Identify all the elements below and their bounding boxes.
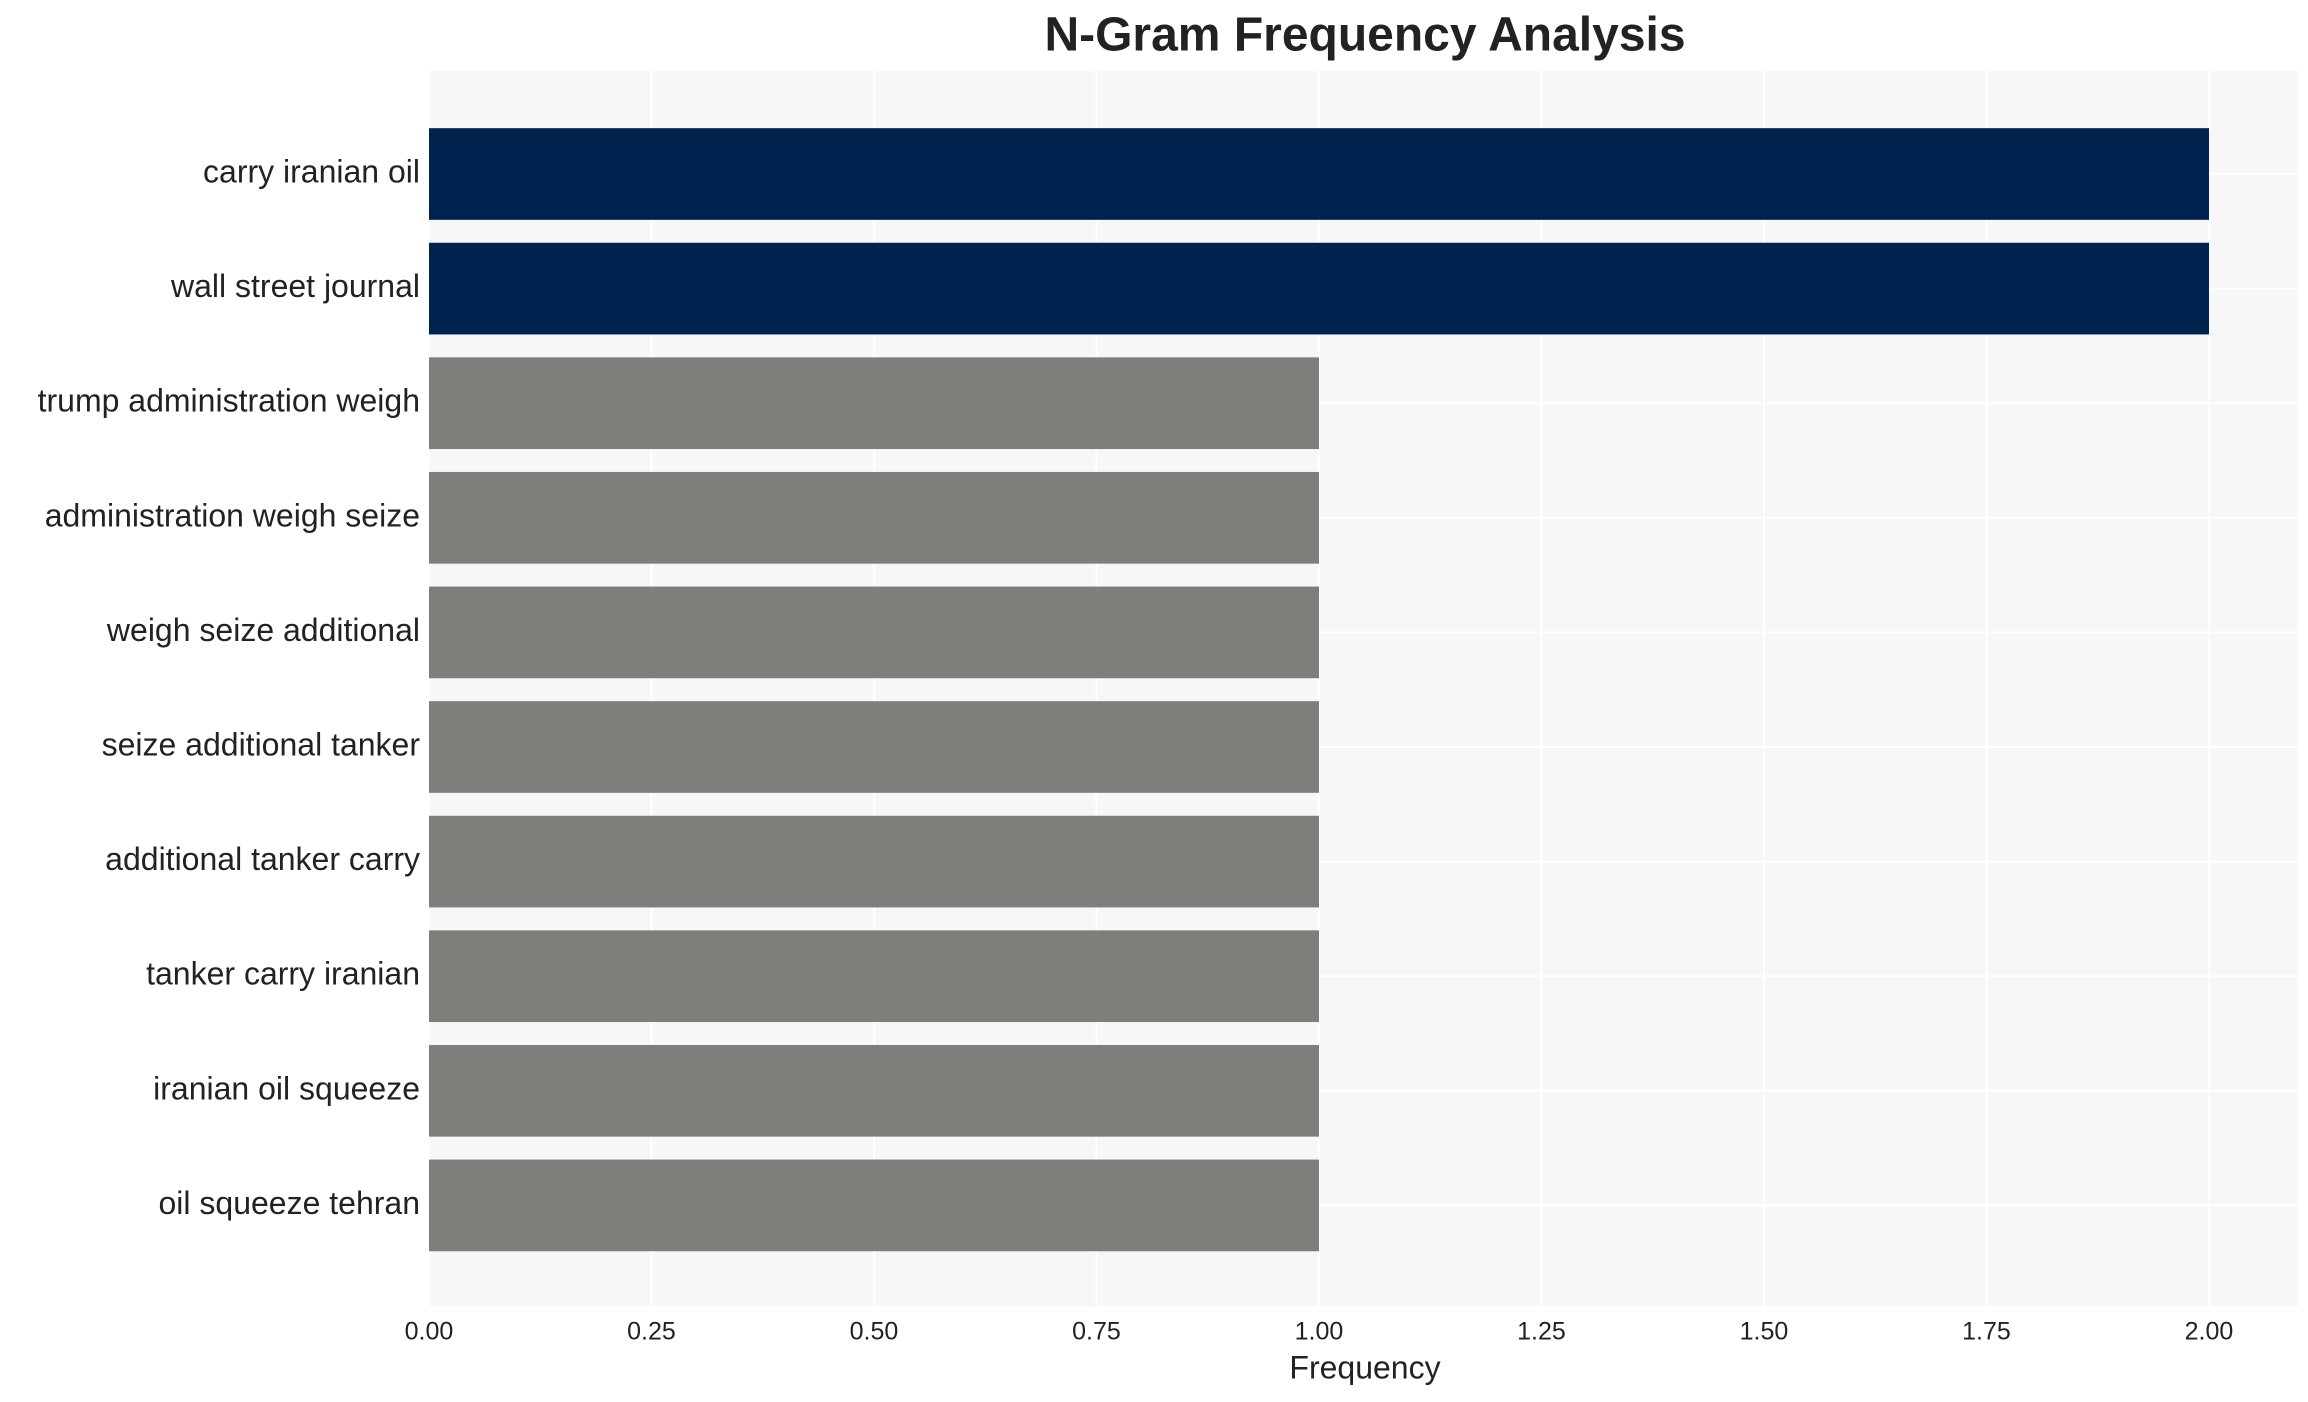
- x-tick-label: 1.00: [1295, 1318, 1344, 1346]
- x-tick-label: 1.25: [1517, 1318, 1566, 1346]
- y-tick-label: oil squeeze tehran: [158, 1185, 420, 1221]
- bar: [429, 128, 2209, 220]
- bar: [429, 701, 1319, 793]
- bar: [429, 357, 1319, 450]
- bar: [429, 815, 1319, 908]
- y-tick-label: tanker carry iranian: [146, 956, 420, 992]
- x-tick-label: 0.00: [405, 1318, 454, 1346]
- x-tick-label: 0.25: [627, 1318, 676, 1346]
- y-tick-label: administration weigh seize: [45, 497, 420, 533]
- x-tick-label: 2.00: [2185, 1318, 2234, 1346]
- chart-title: N-Gram Frequency Analysis: [1044, 9, 1685, 62]
- y-tick-label: additional tanker carry: [105, 841, 420, 877]
- bar: [429, 1044, 1319, 1137]
- bar: [429, 586, 1319, 679]
- x-tick-label: 0.50: [850, 1318, 899, 1346]
- y-tick-label: carry iranian oil: [203, 153, 420, 189]
- y-tick-label: wall street journal: [170, 268, 420, 304]
- y-tick-label: trump administration weigh: [38, 383, 420, 419]
- y-tick-label: iranian oil squeeze: [153, 1070, 420, 1106]
- bar: [429, 1159, 1319, 1252]
- y-tick-label: seize additional tanker: [102, 726, 421, 762]
- bar: [429, 930, 1319, 1023]
- y-tick-label: weigh seize additional: [106, 612, 420, 648]
- bar: [429, 471, 1319, 564]
- x-tick-label: 1.75: [1962, 1318, 2011, 1346]
- x-tick-label: 0.75: [1072, 1318, 1121, 1346]
- x-axis-label: Frequency: [1289, 1349, 1440, 1385]
- x-tick-label: 1.50: [1740, 1318, 1789, 1346]
- bar: [429, 242, 2209, 335]
